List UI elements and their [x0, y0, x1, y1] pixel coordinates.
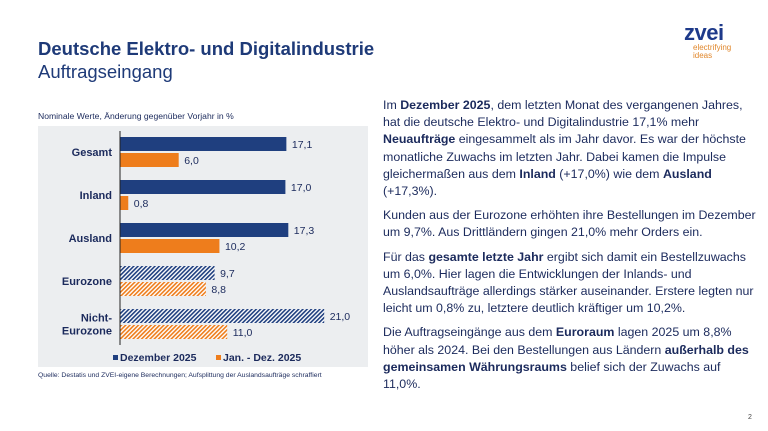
- logo-tagline-2: ideas: [693, 51, 713, 60]
- paragraph-4: Die Auftragseingänge aus dem Euroraum la…: [383, 324, 757, 393]
- text-segment: Im: [383, 98, 401, 112]
- text-segment: (+17,0%) wie dem: [555, 166, 663, 181]
- data-label: 9,7: [220, 268, 235, 280]
- bar-jahr: [120, 196, 129, 210]
- bold-text: Ausland: [662, 166, 712, 181]
- zvei-logo: zvei electrifying ideas: [684, 22, 731, 60]
- text-segment: Die Auftragseingänge aus dem: [383, 325, 556, 340]
- logo-wordmark: zvei: [684, 20, 724, 45]
- category-label: Gesamt: [72, 147, 113, 159]
- category-label: Nicht-: [81, 313, 113, 325]
- data-label: 8,8: [211, 284, 226, 296]
- category-label: Ausland: [69, 233, 112, 245]
- text-segment: Kunden aus der Eurozone erhöhten ihre Be…: [383, 208, 756, 240]
- category-label: Inland: [80, 190, 112, 202]
- legend-label: Dezember 2025: [120, 352, 197, 364]
- source-note: Quelle: Destatis und ZVEI-eigene Berechn…: [38, 372, 322, 379]
- legend-label: Jan. - Dez. 2025: [223, 352, 301, 364]
- data-label: 6,0: [184, 155, 199, 167]
- chart-note: Nominale Werte, Änderung gegenüber Vorja…: [38, 111, 234, 121]
- body-text: Im Dezember 2025, dem letzten Monat des …: [383, 97, 757, 400]
- bar-dezember: [120, 180, 286, 194]
- data-label: 17,3: [294, 225, 315, 237]
- legend-swatch: [216, 355, 221, 360]
- bold-text: Euroraum: [555, 325, 615, 340]
- category-label: Eurozone: [62, 276, 112, 288]
- data-label: 11,0: [233, 327, 253, 339]
- category-label: Eurozone: [62, 326, 112, 338]
- bar-jahr: [120, 325, 228, 339]
- bold-text: gesamte letzte Jahr: [428, 249, 544, 264]
- bold-text: Inland: [519, 166, 556, 181]
- text-segment: lagen 2025 um 8,8% höher als 2024. Bei d…: [383, 325, 732, 357]
- bold-text: außerhalb des gemeinsamen Währungsraums: [383, 342, 749, 374]
- data-label: 17,0: [291, 182, 312, 194]
- text-segment: , dem letzten Monat des vergangenen Jahr…: [383, 98, 743, 130]
- paragraph-3: Für das gesamte letzte Jahr ergibt sich …: [383, 249, 757, 318]
- text-segment: (+17,3%).: [383, 184, 438, 199]
- bar-jahr: [120, 153, 179, 167]
- paragraph-2: Kunden aus der Eurozone erhöhten ihre Be…: [383, 207, 757, 241]
- page-number: 2: [748, 414, 752, 421]
- paragraph-1: Im Dezember 2025, dem letzten Monat des …: [383, 97, 757, 200]
- data-label: 0,8: [134, 198, 149, 210]
- text-segment: belief sich der Zuwachs auf 11,0%.: [383, 359, 721, 392]
- data-label: 17,1: [292, 139, 313, 151]
- bar-dezember: [120, 309, 325, 323]
- data-label: 10,2: [225, 241, 246, 253]
- page-subtitle: Auftragseingang: [38, 61, 173, 82]
- text-segment: ergibt sich damit ein Bestellzuwachs um …: [383, 249, 754, 316]
- bold-text: Dezember 2025: [400, 98, 491, 112]
- bar-dezember: [120, 223, 289, 237]
- data-label: 21,0: [330, 311, 351, 323]
- text-segment: Für das: [383, 249, 429, 264]
- bold-text: Neuaufträge: [383, 132, 456, 147]
- legend-swatch: [113, 355, 118, 360]
- logo-tagline-1: electrifying: [693, 43, 732, 52]
- page-title: Deutsche Elektro- und Digitalindustrie: [38, 38, 375, 59]
- bar-dezember: [120, 266, 215, 280]
- bar-dezember: [120, 137, 287, 151]
- bar-jahr: [120, 282, 206, 296]
- bar-jahr: [120, 239, 220, 253]
- text-segment: eingesammelt als im Jahr davor. Es war d…: [383, 132, 746, 181]
